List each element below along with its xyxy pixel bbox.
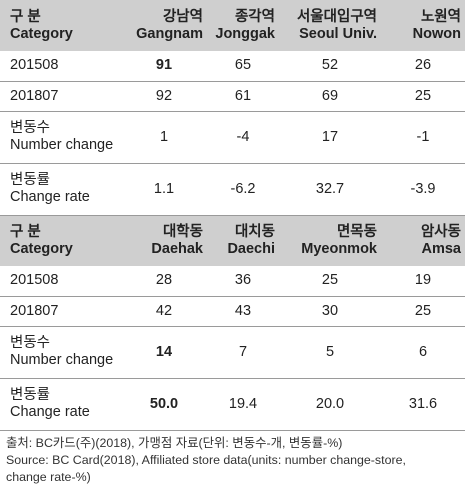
section1-header-row: 구 분 Category 강남역 Gangnam 종각역 Jonggak 서울대… (0, 0, 465, 51)
category-header-en: Category (10, 25, 73, 42)
table-row: 201807 92 61 69 25 (0, 81, 465, 112)
location-header: 강남역 Gangnam (121, 0, 207, 51)
location-name-en: Gangnam (136, 25, 203, 42)
table-cell: 65 (207, 51, 279, 82)
table-cell: 92 (121, 81, 207, 112)
row-label-en: Change rate (10, 189, 90, 205)
row-label-ko: 변동수 (10, 335, 51, 351)
category-header-ko: 구 분 (10, 223, 41, 240)
table-cell: 31.6 (381, 378, 465, 431)
table-row: 변동수 Number change 1 -4 17 -1 (0, 111, 465, 164)
table-cell: 5 (279, 326, 381, 379)
location-name-ko: 종각역 (234, 8, 275, 25)
row-label-en: Change rate (10, 404, 90, 420)
row-label: 201807 (0, 296, 121, 327)
table-row: 201508 91 65 52 26 (0, 51, 465, 82)
location-name-ko: 노원역 (420, 8, 461, 25)
location-header: 면목동 Myeonmok (279, 215, 381, 266)
table-cell: 7 (207, 326, 279, 379)
location-name-ko: 면목동 (336, 223, 377, 240)
table-cell: 1.1 (121, 163, 207, 216)
location-name-en: Daechi (227, 240, 275, 257)
row-label-ko: 변동수 (10, 120, 51, 136)
row-label-ko: 변동률 (10, 387, 51, 403)
table-row: 변동률 Change rate 50.0 19.4 20.0 31.6 (0, 378, 465, 431)
row-label: 201508 (0, 51, 121, 82)
location-name-en: Nowon (412, 25, 461, 42)
row-label: 변동수 Number change (0, 111, 121, 164)
source-line-ko: 출처: BC카드(주)(2018), 가맹점 자료(단위: 변동수-개, 변동률… (6, 435, 343, 450)
row-label: 201807 (0, 81, 121, 112)
section2-header-row: 구 분 Category 대학동 Daehak 대치동 Daechi 면목동 M… (0, 215, 465, 266)
table-cell: 61 (207, 81, 279, 112)
table-cell: 32.7 (279, 163, 381, 216)
table-cell: 42 (121, 296, 207, 327)
location-name-ko: 대학동 (162, 223, 203, 240)
table-cell: 25 (381, 296, 465, 327)
store-change-table: 구 분 Category 강남역 Gangnam 종각역 Jonggak 서울대… (0, 0, 465, 431)
location-name-ko: 서울대입구역 (296, 8, 377, 25)
row-label-ko: 변동률 (10, 172, 51, 188)
category-header-en: Category (10, 240, 73, 257)
row-label: 변동률 Change rate (0, 163, 121, 216)
row-label-en: Number change (10, 352, 114, 368)
location-header: 대학동 Daehak (121, 215, 207, 266)
row-label: 변동률 Change rate (0, 378, 121, 431)
table-cell: 30 (279, 296, 381, 327)
table-row: 201508 28 36 25 19 (0, 266, 465, 297)
table-cell: 52 (279, 51, 381, 82)
table-cell: 43 (207, 296, 279, 327)
location-name-en: Myeonmok (301, 240, 377, 257)
source-line-en: Source: BC Card(2018), Affiliated store … (6, 452, 406, 467)
table-cell: 25 (279, 266, 381, 297)
table-cell: -3.9 (381, 163, 465, 216)
table-cell: 91 (121, 51, 207, 82)
location-name-ko: 대치동 (234, 223, 275, 240)
location-name-ko: 강남역 (162, 8, 203, 25)
table-cell: -1 (381, 111, 465, 164)
location-name-en: Jonggak (215, 25, 275, 42)
location-name-en: Daehak (151, 240, 203, 257)
table-cell: 19 (381, 266, 465, 297)
location-header: 암사동 Amsa (381, 215, 465, 266)
table-cell: 20.0 (279, 378, 381, 431)
table-row: 변동률 Change rate 1.1 -6.2 32.7 -3.9 (0, 163, 465, 216)
location-header: 종각역 Jonggak (207, 0, 279, 51)
table-cell: 25 (381, 81, 465, 112)
location-name-en: Seoul Univ. (299, 25, 377, 42)
table-cell: 28 (121, 266, 207, 297)
location-header: 대치동 Daechi (207, 215, 279, 266)
row-label: 201508 (0, 266, 121, 297)
row-label-en: Number change (10, 137, 114, 153)
table-cell: 17 (279, 111, 381, 164)
source-line-en-cont: change rate-%) (6, 469, 91, 484)
table-cell: 36 (207, 266, 279, 297)
table-cell: 19.4 (207, 378, 279, 431)
row-label: 변동수 Number change (0, 326, 121, 379)
category-header-ko: 구 분 (10, 8, 41, 25)
location-header: 노원역 Nowon (381, 0, 465, 51)
table-cell: 14 (121, 326, 207, 379)
table-cell: 69 (279, 81, 381, 112)
table-row: 변동수 Number change 14 7 5 6 (0, 326, 465, 379)
location-name-ko: 암사동 (420, 223, 461, 240)
table-cell: -4 (207, 111, 279, 164)
table-cell: -6.2 (207, 163, 279, 216)
location-name-en: Amsa (421, 240, 462, 257)
table-row: 201807 42 43 30 25 (0, 296, 465, 327)
table-cell: 1 (121, 111, 207, 164)
table-cell: 26 (381, 51, 465, 82)
category-header: 구 분 Category (0, 215, 121, 266)
location-header: 서울대입구역 Seoul Univ. (279, 0, 381, 51)
table-cell: 6 (381, 326, 465, 379)
source-note: 출처: BC카드(주)(2018), 가맹점 자료(단위: 변동수-개, 변동률… (0, 435, 465, 486)
table-cell: 50.0 (121, 378, 207, 431)
category-header: 구 분 Category (0, 0, 121, 51)
